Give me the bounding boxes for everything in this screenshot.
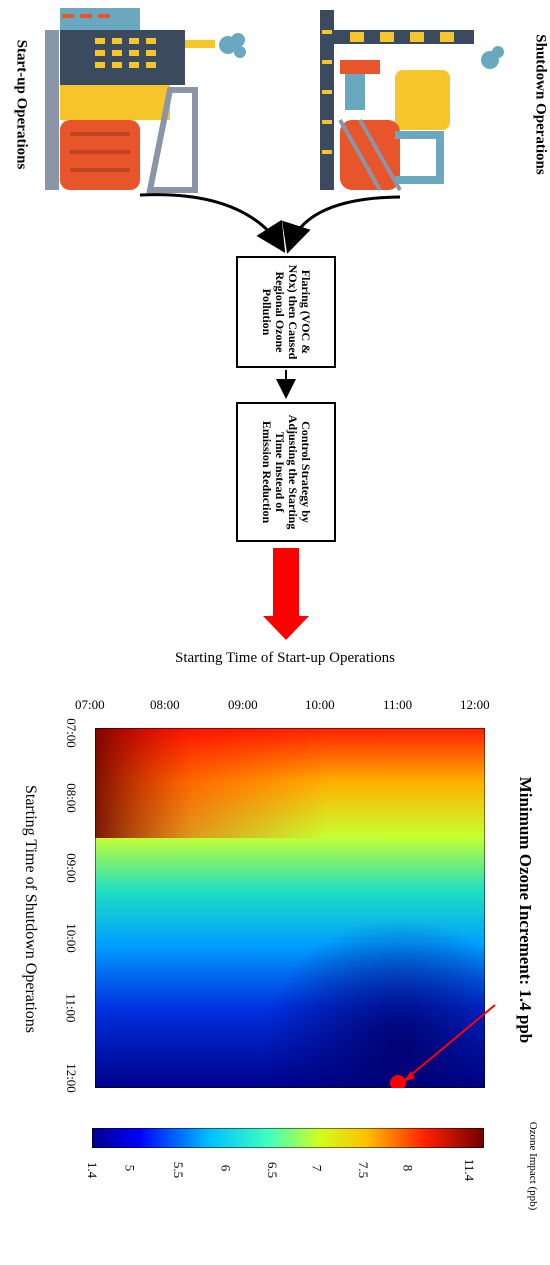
x-axis-title: Starting Time of Start-up Operations	[175, 650, 395, 666]
colorbar-label: Ozone Impact (ppb)	[527, 1121, 539, 1211]
colorbar	[92, 1128, 484, 1148]
startup-tick: 07:00	[75, 697, 105, 712]
flaring-box: Flaring (VOC & NOx) then Caused Regional…	[236, 256, 336, 368]
colorbar-tick: 5.5	[171, 1161, 187, 1179]
startup-tick: 10:00	[305, 697, 335, 712]
flaring-text: Flaring (VOC & NOx) then Caused Regional…	[260, 264, 313, 360]
colorbar-tick: 7.5	[356, 1161, 372, 1179]
y-axis-title: Starting Time of Shutdown Operations	[22, 784, 39, 1033]
heatmap-plot	[95, 728, 485, 1088]
startup-tick: 11:00	[383, 697, 413, 712]
process-diagram	[45, 8, 504, 640]
shutdown-tick: 08:00	[63, 783, 79, 813]
colorbar-tick: 6	[218, 1164, 234, 1172]
colorbar-tick: 11.4	[462, 1158, 478, 1182]
big-red-arrow-icon	[263, 548, 309, 640]
shutdown-tick: 12:00	[63, 1063, 79, 1093]
annotation-arrow	[403, 1004, 496, 1082]
shutdown-tick: 10:00	[63, 923, 79, 953]
startup-factory-icon	[45, 8, 246, 193]
startup-label: Start-up Operations	[13, 39, 30, 170]
shutdown-tick: 09:00	[63, 853, 79, 883]
startup-tick: 09:00	[228, 697, 258, 712]
startup-tick: 08:00	[150, 697, 180, 712]
colorbar-tick: 8	[400, 1164, 416, 1172]
shutdown-tick: 11:00	[63, 993, 79, 1023]
startup-tick: 12:00	[460, 697, 490, 712]
colorbar-tick: 7	[309, 1164, 325, 1172]
colorbar-tick: 5	[122, 1164, 138, 1172]
chart-title: Minimum Ozone Increment: 1.4 ppb	[516, 776, 535, 1044]
colorbar-tick: 6.5	[265, 1161, 281, 1179]
shutdown-factory-icon	[320, 10, 504, 191]
colorbar-tick: 1.4	[85, 1161, 101, 1179]
control-strategy-box: Control Strategy by Adjusting the Starti…	[236, 402, 336, 542]
minimum-point-marker	[390, 1075, 406, 1088]
shutdown-label: Shutdown Operations	[532, 34, 549, 175]
shutdown-tick: 07:00	[63, 718, 79, 748]
control-strategy-text: Control Strategy by Adjusting the Starti…	[260, 414, 313, 530]
